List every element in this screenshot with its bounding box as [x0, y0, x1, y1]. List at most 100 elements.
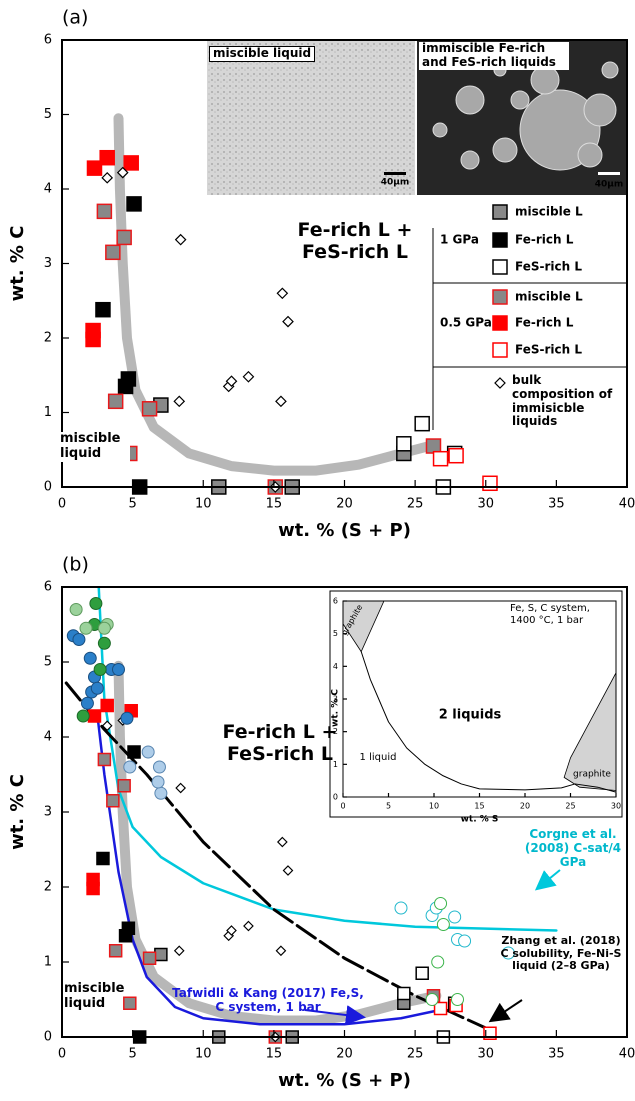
marker — [276, 287, 289, 300]
marker — [173, 395, 186, 408]
marker — [451, 993, 464, 1006]
x-axis-label: wt. % S — [461, 815, 499, 825]
legend-group: 0.5 GPa — [440, 316, 492, 330]
y-tick-label: 1 — [44, 405, 52, 420]
marker — [117, 378, 134, 395]
legend-swatch — [492, 315, 508, 331]
marker — [282, 315, 294, 328]
marker — [96, 851, 110, 866]
marker — [243, 920, 254, 932]
y-axis-label: wt. % C — [331, 689, 341, 727]
marker — [275, 395, 287, 408]
marker — [448, 910, 462, 924]
y-tick-label: 3 — [44, 256, 52, 271]
marker — [96, 203, 113, 220]
legend-swatch — [492, 259, 508, 275]
droplet — [455, 85, 485, 115]
micrograph — [207, 40, 415, 195]
legend-label: miscible L — [515, 290, 583, 304]
marker — [415, 966, 429, 980]
droplet — [577, 142, 603, 168]
marker — [107, 393, 124, 410]
curve — [113, 113, 435, 476]
curve-label: Corgne et al. (2008) C-sat/4 GPa — [524, 828, 622, 869]
curve-label: Tafwidli & Kang (2017) Fe,S, C system, 1… — [172, 987, 364, 1014]
curve-label: Corgne et al. (2008) C-sat/4 GPa — [524, 828, 622, 869]
image-label: miscible liquid — [209, 46, 316, 62]
curve — [97, 587, 558, 932]
marker — [174, 233, 187, 246]
plot-frame — [61, 39, 628, 488]
legend-label: FeS-rich L — [515, 343, 582, 357]
x-tick-label: 0 — [58, 497, 66, 512]
y-tick-label: 0 — [44, 1030, 52, 1045]
marker — [69, 603, 83, 616]
legend-label: Fe-rich L — [515, 316, 574, 330]
legend-label: miscible L — [515, 205, 583, 219]
y-tick-label: 5 — [333, 629, 338, 638]
curve-label: Zhang et al. (2018) C solubility, Fe-Ni-… — [500, 935, 622, 973]
inset-label: Fe, S, C system, 1400 °C, 1 bar — [510, 603, 590, 626]
x-tick-label: 5 — [386, 802, 391, 811]
droplet — [492, 137, 518, 163]
inset-label: Fe, S, C system, 1400 °C, 1 bar — [510, 603, 590, 626]
region-label: Fe-rich L + FeS-rich L — [297, 220, 413, 263]
marker — [83, 651, 97, 665]
marker — [80, 696, 94, 710]
marker — [277, 836, 288, 848]
y-tick-label: 5 — [44, 655, 52, 670]
marker — [501, 946, 515, 960]
x-tick-label: 5 — [128, 497, 136, 512]
x-tick-label: 25 — [407, 1047, 424, 1062]
marker — [101, 171, 114, 184]
marker — [175, 782, 186, 794]
marker — [152, 760, 166, 774]
droplet — [432, 122, 448, 138]
legend-swatch — [492, 204, 508, 220]
region-label: miscible liquid — [60, 432, 130, 462]
marker — [141, 745, 155, 759]
marker — [141, 401, 158, 417]
x-tick-label: 10 — [195, 1047, 212, 1062]
x-tick-label: 35 — [548, 1047, 565, 1062]
plot-area — [343, 601, 616, 793]
y-tick-label: 2 — [44, 331, 52, 346]
y-tick-label: 2 — [333, 727, 338, 736]
marker — [117, 779, 131, 793]
marker — [414, 415, 430, 432]
marker — [482, 475, 498, 492]
arrow — [534, 869, 561, 891]
y-axis-label: wt. % C — [7, 226, 28, 302]
scale-bar — [384, 172, 406, 175]
region-label: Fe-rich L + FeS-rich L — [297, 220, 413, 263]
y-tick-label: 1 — [333, 760, 338, 769]
marker — [425, 993, 439, 1006]
legend-group: 1 GPa — [440, 233, 479, 247]
x-tick-label: 5 — [128, 1047, 136, 1062]
region-label: miscible liquid — [60, 432, 130, 462]
region-label: Fe-rich L + FeS-rich L — [222, 722, 338, 765]
x-tick-label: 40 — [619, 1047, 635, 1062]
panel-label: (a) — [62, 7, 88, 29]
marker — [123, 760, 137, 774]
marker — [226, 925, 237, 936]
y-tick-label: 2 — [44, 880, 52, 895]
droplet — [510, 90, 530, 110]
y-tick-label: 1 — [44, 955, 52, 970]
marker — [97, 752, 112, 767]
x-tick-label: 15 — [266, 497, 283, 512]
region-label: miscible liquid — [64, 982, 124, 1011]
x-tick-label: 35 — [548, 497, 565, 512]
x-tick-label: 10 — [429, 802, 439, 811]
plot-area — [113, 113, 435, 476]
image-label: miscible liquid — [209, 46, 316, 62]
x-tick-label: 0 — [58, 1047, 66, 1062]
legend-swatch — [492, 232, 508, 248]
y-tick-label: 4 — [44, 182, 52, 197]
marker — [448, 447, 464, 464]
x-tick-label: 20 — [336, 497, 353, 512]
marker — [127, 745, 141, 759]
marker — [173, 945, 185, 957]
y-tick-label: 4 — [333, 662, 338, 671]
marker — [101, 720, 113, 732]
